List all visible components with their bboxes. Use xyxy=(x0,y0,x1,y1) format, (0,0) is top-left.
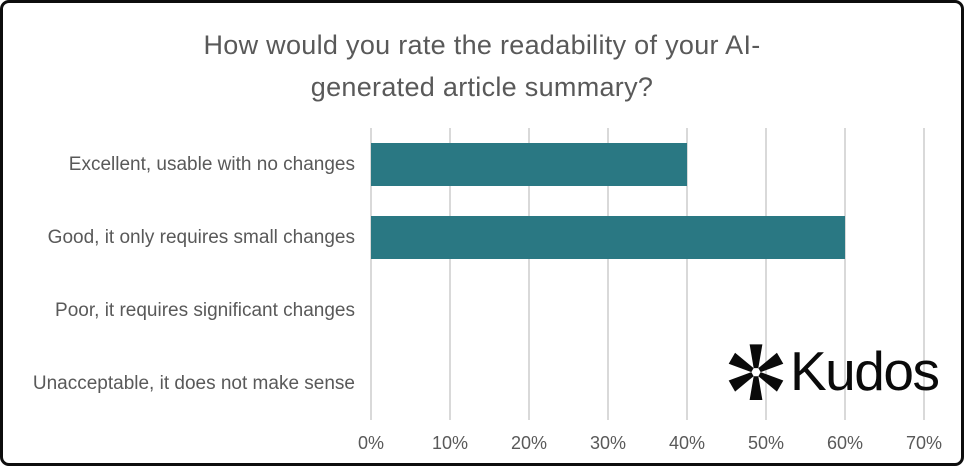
gridline xyxy=(923,128,925,420)
gridline xyxy=(528,128,530,420)
bar-row xyxy=(371,128,924,201)
asterisk-icon xyxy=(727,342,785,400)
plot-area xyxy=(370,128,925,420)
gridline xyxy=(449,128,451,420)
category-label: Excellent, usable with no changes xyxy=(68,153,355,175)
chart-title-line-1: How would you rate the readability of yo… xyxy=(203,30,761,60)
x-axis-tick-label: 20% xyxy=(510,433,548,453)
gridline xyxy=(607,128,609,420)
x-axis-tick-label: 70% xyxy=(905,433,943,453)
category-label: Good, it only requires small changes xyxy=(47,226,355,248)
category-label: Unacceptable, it does not make sense xyxy=(32,372,355,394)
x-axis-tick-label: 0% xyxy=(357,433,385,453)
x-axis: 0% 10% 20% 30% 40% 50% 60% 70% xyxy=(358,433,942,459)
chart-title: How would you rate the readability of yo… xyxy=(3,24,961,108)
gridline xyxy=(765,128,767,420)
kudos-wordmark: Kudos xyxy=(790,339,940,402)
category-labels: Excellent, usable with no changes Good, i… xyxy=(15,128,355,420)
x-axis-tick-label: 60% xyxy=(826,433,864,453)
gridline xyxy=(370,128,372,420)
kudos-logo: Kudos xyxy=(727,339,940,402)
category-label: Poor, it requires significant changes xyxy=(55,299,355,321)
x-axis-tick-label: 40% xyxy=(668,433,706,453)
x-axis-tick-label: 30% xyxy=(589,433,627,453)
bar xyxy=(371,216,845,259)
x-axis-tick-label: 10% xyxy=(431,433,469,453)
gridline xyxy=(686,128,688,420)
x-axis-tick-label: 50% xyxy=(747,433,785,453)
gridline xyxy=(844,128,846,420)
bar xyxy=(371,143,687,186)
bar-row xyxy=(371,201,924,274)
bar-row xyxy=(371,274,924,347)
chart-title-line-2: generated article summary? xyxy=(310,72,654,102)
